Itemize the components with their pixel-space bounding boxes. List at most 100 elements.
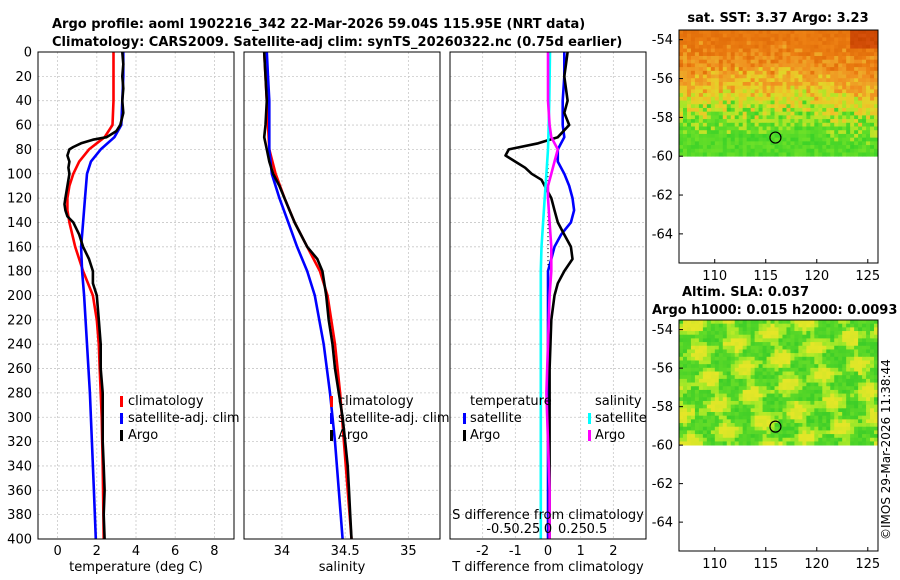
map-cell [746,126,752,131]
map-cell [822,96,827,101]
map-cell [774,126,779,131]
map-cell [758,393,763,398]
map-cell [750,404,756,409]
map-cell [750,353,756,358]
map-cell [746,141,752,146]
map-cell [862,327,867,332]
map-cell [850,430,855,435]
map-cell [758,342,763,347]
map-cell [794,426,799,431]
map-cell [870,412,875,417]
map-cell [778,371,783,376]
map-cell [746,122,752,127]
map-cell [818,55,823,61]
map-cell [810,423,815,428]
map-cell [790,386,795,391]
map-cell [850,434,855,439]
x-tick-label: 35 [400,544,417,559]
map-cell [718,419,724,424]
map-cell [806,89,811,94]
map-cell [726,345,732,350]
sla-map-title-line1: Altim. SLA: 0.037 [682,285,809,300]
map-cell [682,360,688,365]
map-cell [842,104,847,109]
map-cell [830,89,835,94]
map-cell [798,320,803,325]
map-cell [794,404,799,409]
map-cell [818,152,823,157]
map-cell [822,78,827,83]
map-cell [718,52,724,57]
map-cell [714,353,720,358]
map-cell [870,426,875,431]
map-cell [722,423,728,428]
map-cell [814,104,819,109]
map-cell [818,323,823,328]
map-cell [830,148,835,153]
map-cell [742,152,748,157]
map-cell [714,85,720,90]
map-cell [706,48,712,53]
map-cell [734,148,740,153]
map-cell [770,41,775,46]
map-cell [754,89,759,94]
map-cell [679,107,684,113]
map-cell [850,397,855,402]
map-cell [718,389,724,394]
map-cell [686,59,692,64]
map-cell [738,141,744,146]
map-cell [682,85,688,90]
map-cell [790,59,795,64]
map-cell [818,345,823,350]
map-cell [794,137,799,142]
map-cell [766,397,771,402]
map-cell [750,104,756,109]
map-cell [802,353,807,358]
map-cell [706,364,712,369]
map-cell [730,375,736,380]
map-cell [778,419,783,424]
map-cell [814,111,819,116]
map-cell [746,393,752,398]
map-cell [706,349,712,354]
map-cell [786,122,791,127]
map-cell [770,67,775,72]
map-cell [834,323,839,328]
map-cell [714,382,720,387]
map-cell [738,59,744,64]
map-cell [718,356,724,361]
map-cell [806,145,811,150]
map-cell [842,67,847,72]
map-cell [814,152,819,157]
map-cell [846,67,851,72]
map-cell [854,141,859,146]
map-cell [826,353,831,358]
map-cell [790,119,795,124]
map-cell [690,104,696,109]
map-cell [818,430,823,435]
map-cell [774,119,779,124]
map-cell [794,111,799,116]
map-cell [850,389,855,394]
map-cell [722,364,728,369]
map-cell [778,345,783,350]
map-cell [834,364,839,369]
map-cell [834,426,839,431]
map-cell [850,85,855,90]
series-line-s-satellite [539,51,552,539]
map-cell [702,437,708,442]
map-cell [866,152,871,157]
map-cell [710,67,716,72]
map-cell [802,419,807,424]
map-cell [810,367,815,372]
map-cell [838,59,843,64]
map-cell [726,81,732,87]
map-cell [766,423,771,428]
map-cell [750,382,756,387]
map-cell [766,44,771,49]
map-cell [718,89,724,94]
map-cell [742,74,748,79]
map-cell [726,364,732,369]
map-cell [866,437,871,442]
map-cell [842,345,847,350]
